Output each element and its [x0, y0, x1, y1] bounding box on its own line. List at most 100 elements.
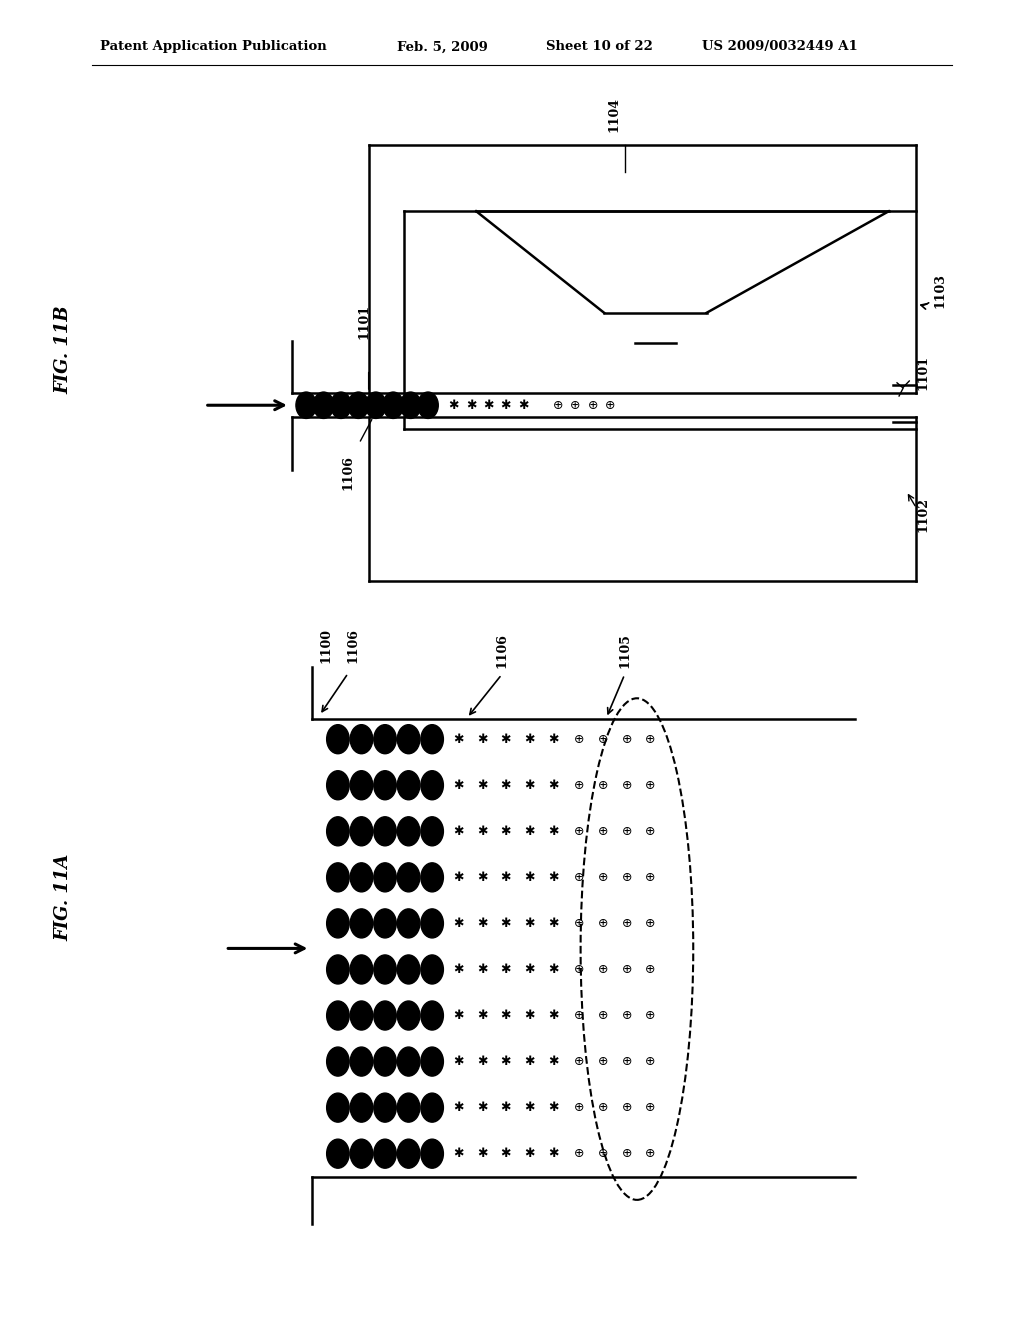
- Text: ✱: ✱: [454, 1147, 464, 1160]
- Circle shape: [421, 725, 443, 754]
- Text: ✱: ✱: [548, 779, 558, 792]
- Circle shape: [350, 725, 373, 754]
- Text: ✱: ✱: [548, 733, 558, 746]
- Text: FIG. 11B: FIG. 11B: [54, 305, 73, 395]
- Text: ⊕: ⊕: [574, 779, 585, 792]
- Text: ✱: ✱: [501, 1147, 511, 1160]
- Text: ⊕: ⊕: [598, 779, 608, 792]
- Text: 1106: 1106: [347, 628, 359, 663]
- Circle shape: [374, 771, 396, 800]
- Text: ✱: ✱: [501, 964, 511, 975]
- Text: 1100: 1100: [319, 627, 332, 663]
- Circle shape: [397, 771, 420, 800]
- Text: ⊕: ⊕: [645, 1147, 655, 1160]
- Text: 1106: 1106: [496, 634, 508, 668]
- Text: ⊕: ⊕: [574, 964, 585, 975]
- Text: ⊕: ⊕: [598, 964, 608, 975]
- Circle shape: [397, 725, 420, 754]
- Text: ⊕: ⊕: [645, 917, 655, 929]
- Text: ✱: ✱: [454, 733, 464, 746]
- Text: ✱: ✱: [477, 917, 487, 929]
- Circle shape: [327, 863, 349, 892]
- Circle shape: [350, 771, 373, 800]
- Circle shape: [374, 954, 396, 983]
- Circle shape: [374, 909, 396, 939]
- Text: 1106: 1106: [342, 455, 354, 490]
- Text: ⊕: ⊕: [598, 825, 608, 838]
- Circle shape: [350, 1001, 373, 1030]
- Text: ⊕: ⊕: [598, 1147, 608, 1160]
- Text: ⊕: ⊕: [645, 779, 655, 792]
- Circle shape: [421, 1139, 443, 1168]
- Circle shape: [397, 1047, 420, 1076]
- Text: ✱: ✱: [501, 871, 511, 884]
- Text: ⊕: ⊕: [574, 825, 585, 838]
- Text: ✱: ✱: [524, 1008, 535, 1022]
- Text: ✱: ✱: [548, 871, 558, 884]
- Circle shape: [374, 863, 396, 892]
- Text: ✱: ✱: [524, 964, 535, 975]
- Text: ✱: ✱: [454, 1008, 464, 1022]
- Text: ✱: ✱: [501, 733, 511, 746]
- Circle shape: [327, 725, 349, 754]
- Circle shape: [350, 1093, 373, 1122]
- Text: ⊕: ⊕: [622, 1101, 632, 1114]
- Circle shape: [331, 392, 351, 418]
- Circle shape: [350, 954, 373, 983]
- Text: ⊕: ⊕: [622, 825, 632, 838]
- Text: ✱: ✱: [548, 917, 558, 929]
- Text: ⊕: ⊕: [553, 399, 563, 412]
- Circle shape: [350, 863, 373, 892]
- Text: ✱: ✱: [477, 964, 487, 975]
- Text: ✱: ✱: [501, 1008, 511, 1022]
- Text: ⊕: ⊕: [622, 964, 632, 975]
- Circle shape: [421, 1093, 443, 1122]
- Text: ✱: ✱: [466, 399, 476, 412]
- Text: ✱: ✱: [477, 1055, 487, 1068]
- Text: ✱: ✱: [524, 1101, 535, 1114]
- Text: ✱: ✱: [454, 964, 464, 975]
- Text: 1101: 1101: [357, 304, 370, 339]
- Text: ⊕: ⊕: [598, 1008, 608, 1022]
- Circle shape: [327, 817, 349, 846]
- Text: ✱: ✱: [454, 779, 464, 792]
- Text: ⊕: ⊕: [598, 733, 608, 746]
- Circle shape: [296, 392, 316, 418]
- Text: ⊕: ⊕: [598, 871, 608, 884]
- Text: ⊕: ⊕: [574, 1055, 585, 1068]
- Text: ⊕: ⊕: [645, 1055, 655, 1068]
- Text: ⊕: ⊕: [570, 399, 581, 412]
- Text: ✱: ✱: [454, 825, 464, 838]
- Circle shape: [421, 1001, 443, 1030]
- Text: ✱: ✱: [477, 871, 487, 884]
- Text: ⊕: ⊕: [574, 871, 585, 884]
- Circle shape: [397, 1093, 420, 1122]
- Text: ⊕: ⊕: [622, 871, 632, 884]
- Circle shape: [327, 771, 349, 800]
- Text: Sheet 10 of 22: Sheet 10 of 22: [546, 41, 652, 53]
- Circle shape: [374, 1001, 396, 1030]
- Text: ✱: ✱: [548, 1101, 558, 1114]
- Text: ✱: ✱: [524, 733, 535, 746]
- Text: ✱: ✱: [477, 1101, 487, 1114]
- Text: ✱: ✱: [524, 871, 535, 884]
- Text: ✱: ✱: [454, 871, 464, 884]
- Circle shape: [350, 1139, 373, 1168]
- Text: ✱: ✱: [483, 399, 494, 412]
- Text: ✱: ✱: [524, 1147, 535, 1160]
- Text: ⊕: ⊕: [622, 733, 632, 746]
- Text: ✱: ✱: [454, 917, 464, 929]
- Text: ✱: ✱: [501, 1055, 511, 1068]
- Text: ✱: ✱: [477, 779, 487, 792]
- Circle shape: [421, 817, 443, 846]
- Circle shape: [348, 392, 369, 418]
- Text: ⊕: ⊕: [605, 399, 615, 412]
- Text: ⊕: ⊕: [645, 964, 655, 975]
- Text: ⊕: ⊕: [574, 1008, 585, 1022]
- Text: ✱: ✱: [454, 1101, 464, 1114]
- Circle shape: [350, 1047, 373, 1076]
- Text: ⊕: ⊕: [598, 1055, 608, 1068]
- Text: ⊕: ⊕: [645, 871, 655, 884]
- Text: ✱: ✱: [524, 1055, 535, 1068]
- Circle shape: [366, 392, 386, 418]
